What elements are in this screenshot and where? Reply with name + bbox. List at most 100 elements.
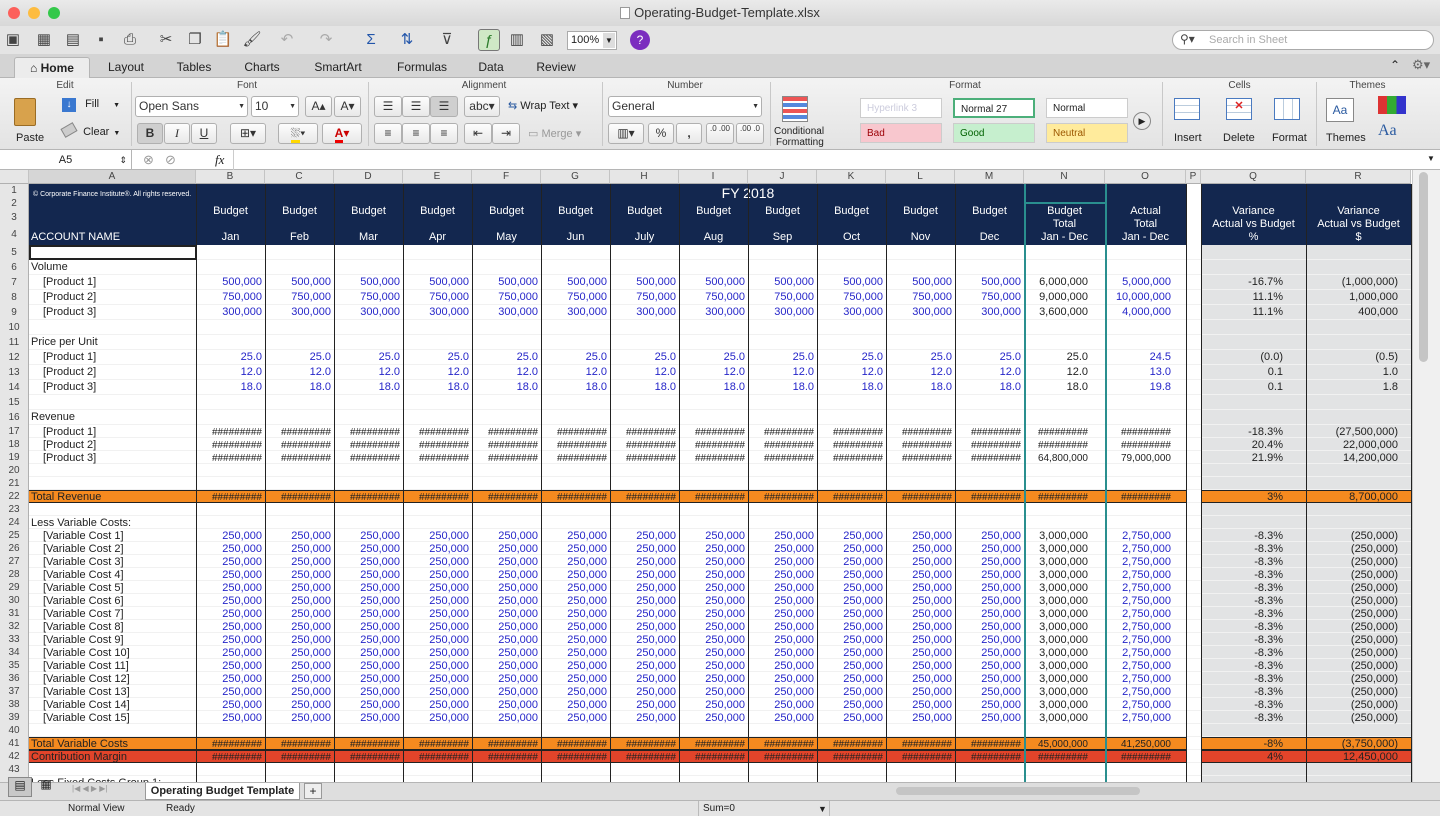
budget-total-value[interactable]: 3,000,000 <box>1039 582 1088 594</box>
budget-total-value[interactable]: ######### <box>1037 752 1088 763</box>
month-value[interactable]: 250,000 <box>429 699 469 711</box>
row-header[interactable]: 33 <box>0 633 29 646</box>
actual-total-value[interactable]: 2,750,000 <box>1122 582 1171 594</box>
month-value[interactable]: ######### <box>694 427 745 438</box>
variance-usd-value[interactable]: (250,000) <box>1350 569 1398 581</box>
budget-total-value[interactable]: 9,000,000 <box>1039 291 1088 303</box>
month-value[interactable]: 250,000 <box>705 595 745 607</box>
tab-home[interactable]: ⌂ Home <box>14 57 90 78</box>
month-value[interactable]: 250,000 <box>705 621 745 633</box>
variance-pct-value[interactable]: -8.3% <box>1254 712 1283 724</box>
align-top-button[interactable]: ☰ <box>374 96 402 117</box>
search-in-sheet[interactable]: ⚲▾ Search in Sheet <box>1172 30 1434 50</box>
month-value[interactable]: 250,000 <box>429 608 469 620</box>
month-value[interactable]: 250,000 <box>912 569 952 581</box>
actual-total-value[interactable]: 4,000,000 <box>1122 306 1171 318</box>
month-value[interactable]: 250,000 <box>222 686 262 698</box>
minimize-window-button[interactable] <box>28 7 40 19</box>
copy-icon[interactable]: ❐ <box>188 31 202 48</box>
style-hyperlink3[interactable]: Hyperlink 3 <box>860 98 942 118</box>
sum-indicator[interactable]: Sum=0 <box>698 801 830 816</box>
month-value[interactable]: ######### <box>280 492 331 503</box>
month-value[interactable]: 250,000 <box>222 712 262 724</box>
month-value[interactable]: 500,000 <box>636 276 676 288</box>
budget-total-value[interactable]: 25.0 <box>1066 351 1088 363</box>
month-value[interactable]: 250,000 <box>636 634 676 646</box>
variance-usd-value[interactable]: (250,000) <box>1350 608 1398 620</box>
actual-total-value[interactable]: 2,750,000 <box>1122 569 1171 581</box>
column-header-d[interactable]: D <box>334 170 403 184</box>
h-scroll-thumb[interactable] <box>896 787 1140 795</box>
row-header[interactable]: 10 <box>0 320 29 335</box>
month-value[interactable]: 250,000 <box>567 699 607 711</box>
month-value[interactable]: 12.0 <box>516 366 538 378</box>
variance-pct-value[interactable]: -8.3% <box>1254 673 1283 685</box>
month-value[interactable]: ######### <box>280 440 331 451</box>
variance-usd-value[interactable]: (250,000) <box>1350 556 1398 568</box>
tab-formulas[interactable]: Formulas <box>396 60 447 74</box>
style-normal[interactable]: Normal <box>1046 98 1128 118</box>
row-header[interactable]: 31 <box>0 607 29 620</box>
scroll-thumb[interactable] <box>1419 172 1428 362</box>
month-value[interactable]: ######### <box>832 453 883 464</box>
month-value[interactable]: 18.0 <box>378 381 400 393</box>
row-header[interactable]: 28 <box>0 568 29 581</box>
row-header[interactable]: 8 <box>0 290 29 305</box>
month-value[interactable]: 500,000 <box>291 276 331 288</box>
month-value[interactable]: ######### <box>487 453 538 464</box>
month-value[interactable]: 25.0 <box>585 351 607 363</box>
variance-pct-value[interactable]: -8.3% <box>1254 556 1283 568</box>
format-cells-button[interactable]: Format <box>1268 96 1312 148</box>
row-header[interactable]: 15 <box>0 395 29 410</box>
borders-button[interactable]: ⊞▾ <box>230 123 266 144</box>
actual-total-value[interactable]: 5,000,000 <box>1122 276 1171 288</box>
actual-total-value[interactable]: 2,750,000 <box>1122 686 1171 698</box>
month-value[interactable]: ######### <box>349 453 400 464</box>
align-right-button[interactable]: ≡ <box>430 123 458 144</box>
variance-pct-value[interactable]: -8.3% <box>1254 634 1283 646</box>
actual-total-value[interactable]: 2,750,000 <box>1122 543 1171 555</box>
cut-icon[interactable]: ✂ <box>159 31 173 48</box>
month-value[interactable]: ######### <box>901 492 952 503</box>
select-all-corner[interactable] <box>0 170 29 184</box>
row-header[interactable]: 13 <box>0 365 29 380</box>
row-header[interactable]: 24 <box>0 516 29 529</box>
merge-button[interactable]: ▭ Merge ▾ <box>528 128 582 140</box>
column-header-f[interactable]: F <box>472 170 541 184</box>
enter-icon[interactable]: ⊘ <box>165 152 176 167</box>
month-value[interactable]: 250,000 <box>291 699 331 711</box>
budget-total-value[interactable]: 3,600,000 <box>1039 306 1088 318</box>
month-value[interactable]: 250,000 <box>705 582 745 594</box>
theme-fonts-icon[interactable]: Aa <box>1378 122 1397 139</box>
style-bad[interactable]: Bad <box>860 123 942 143</box>
column-header-c[interactable]: C <box>265 170 334 184</box>
budget-total-value[interactable]: 3,000,000 <box>1039 530 1088 542</box>
month-value[interactable]: 250,000 <box>222 543 262 555</box>
budget-total-value[interactable]: 3,000,000 <box>1039 712 1088 724</box>
month-value[interactable]: 250,000 <box>222 556 262 568</box>
month-value[interactable]: ######### <box>970 752 1021 763</box>
month-value[interactable]: 250,000 <box>774 569 814 581</box>
month-value[interactable]: ######### <box>487 492 538 503</box>
month-value[interactable]: ######### <box>832 427 883 438</box>
month-value[interactable]: 500,000 <box>222 276 262 288</box>
month-value[interactable]: 250,000 <box>429 543 469 555</box>
month-value[interactable]: 250,000 <box>636 712 676 724</box>
row-header[interactable]: 43 <box>0 763 29 776</box>
month-value[interactable]: ######### <box>211 752 262 763</box>
actual-total-value[interactable]: 2,750,000 <box>1122 673 1171 685</box>
sheet-tab-operating-budget[interactable]: Operating Budget Template <box>145 783 300 800</box>
month-value[interactable]: 750,000 <box>291 291 331 303</box>
toolbox-icon[interactable]: ▧ <box>539 31 555 48</box>
month-value[interactable]: 250,000 <box>981 582 1021 594</box>
month-value[interactable]: 750,000 <box>774 291 814 303</box>
month-value[interactable]: 250,000 <box>429 634 469 646</box>
month-value[interactable]: 250,000 <box>222 569 262 581</box>
column-header-r[interactable]: R <box>1306 170 1411 184</box>
variance-usd-value[interactable]: (250,000) <box>1350 634 1398 646</box>
align-left-button[interactable]: ≡ <box>374 123 402 144</box>
month-value[interactable]: 250,000 <box>981 530 1021 542</box>
month-value[interactable]: 12.0 <box>654 366 676 378</box>
month-value[interactable]: 250,000 <box>291 621 331 633</box>
variance-usd-value[interactable]: (250,000) <box>1350 543 1398 555</box>
